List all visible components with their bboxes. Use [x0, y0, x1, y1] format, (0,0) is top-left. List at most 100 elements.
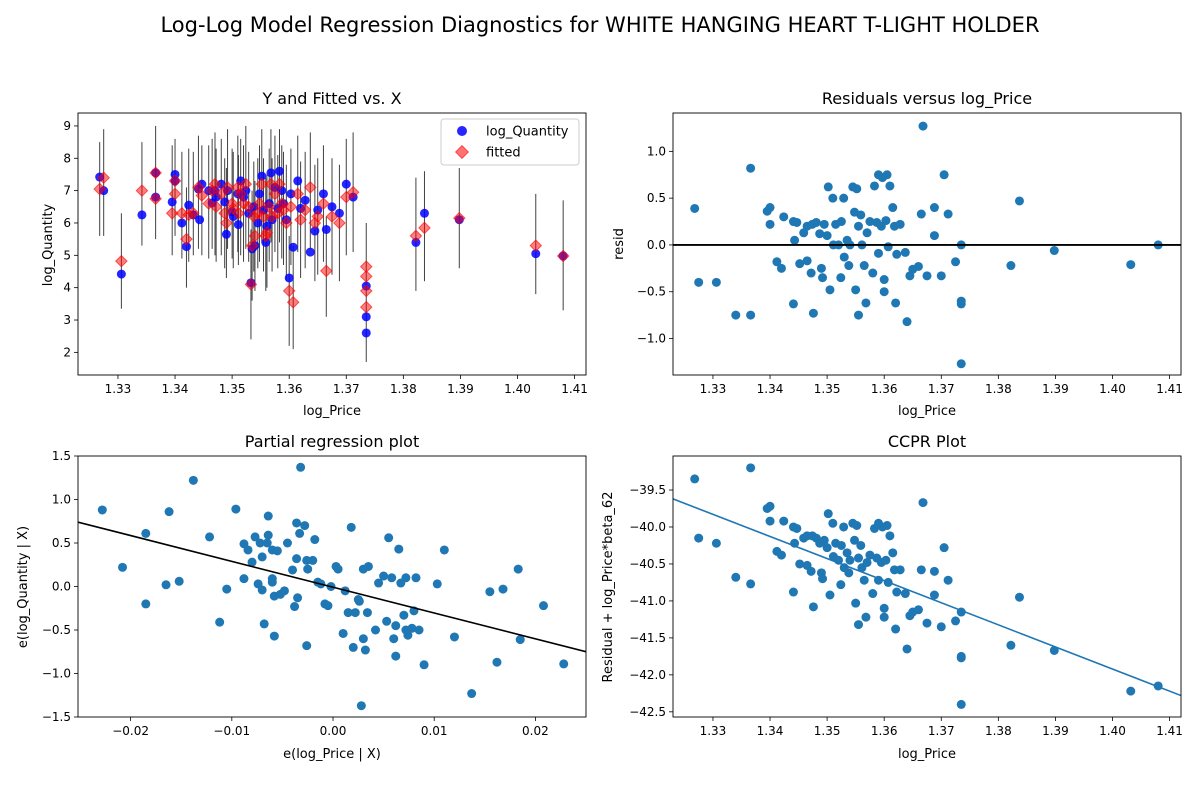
scatter-point [815, 229, 825, 239]
scatter-point [295, 528, 305, 538]
y-tick-label: −1.0 [42, 667, 71, 681]
panel-title: Residuals versus log_Price [822, 89, 1032, 109]
scatter-point [844, 568, 854, 578]
panel-y-and-fitted: Y and Fitted vs. X log_Price log_Quantit… [41, 89, 588, 419]
observed-point [327, 202, 337, 212]
observed-point [184, 200, 194, 210]
scatter-point [882, 521, 892, 531]
scatter-point [362, 608, 372, 618]
x-tick-label: 1.38 [985, 382, 1012, 396]
scatter-point [419, 660, 429, 670]
fitted-point [218, 206, 232, 220]
x-tick-label: 1.36 [276, 382, 303, 396]
x-tick-label: 1.34 [757, 724, 784, 738]
scatter-point [779, 212, 789, 222]
fitted-point [262, 200, 276, 214]
observed-point [262, 221, 272, 231]
scatter-point [818, 574, 828, 584]
scatter-point [358, 634, 368, 644]
fitted-point [255, 177, 269, 191]
observed-point [177, 218, 187, 228]
scatter-point [792, 523, 802, 533]
y-tick-label: −41.0 [629, 594, 666, 608]
fitted-point [97, 171, 111, 185]
fitted-point [232, 206, 245, 220]
scatter-point [788, 299, 798, 309]
scatter-point [513, 564, 523, 574]
scatter-point [97, 505, 107, 515]
scatter-point [231, 504, 241, 514]
x-tick-label: 1.41 [1156, 724, 1183, 738]
scatter-point [300, 521, 310, 531]
observed-point [274, 166, 284, 176]
x-tick-label: 0.00 [320, 724, 347, 738]
scatter-point [900, 589, 910, 599]
y-tick-label: 2 [63, 345, 71, 359]
scatter-point [956, 359, 966, 369]
fitted-point [195, 189, 209, 202]
scatter-point [854, 553, 864, 563]
scatter-point [338, 628, 348, 638]
scatter-point [859, 575, 869, 585]
panel-title: CCPR Plot [888, 432, 966, 451]
scatter-point [806, 566, 816, 576]
legend-marker-fitted [454, 144, 470, 160]
scatter-point [888, 548, 898, 558]
scatter-point [883, 242, 893, 252]
scatter-point [865, 550, 875, 560]
scatter-point [839, 193, 849, 203]
scatter-point [776, 550, 786, 560]
y-tick-label: 1.0 [647, 144, 666, 158]
axes: 1.33 1.34 1.35 1.36 1.37 1.38 1.39 1.40 1.41 2 3 4 5… [63, 119, 588, 396]
y-tick-label: 0.0 [647, 238, 666, 252]
scatter-point [913, 605, 923, 615]
scatter-point [263, 511, 273, 521]
scatter-point [303, 564, 313, 574]
fitted-point [529, 239, 543, 252]
axes-frame [77, 112, 587, 376]
scatter-point [690, 203, 700, 213]
panel-residuals: Residuals versus log_Price log_Price res… [612, 89, 1183, 419]
x-tick-label: 0.01 [421, 724, 448, 738]
axes: −0.02 −0.01 0.00 0.01 0.02 −1.5 −1.0 −0.5 0.0 0.5… [42, 449, 549, 738]
axes: 1.33 1.34 1.35 1.36 1.37 1.38 1.39 1.40 1.41 −42.… [629, 483, 1183, 738]
scatter-point [825, 285, 835, 295]
y-tick-label: −40.0 [629, 520, 666, 534]
scatter-point [891, 624, 901, 634]
x-tick-label: 1.41 [561, 382, 588, 396]
y-tick-label: 0.5 [647, 191, 666, 205]
scatter-point [164, 507, 174, 517]
scatter-point [854, 221, 864, 231]
fitted-point [248, 229, 262, 243]
y-tick-label: 4 [63, 281, 71, 295]
y-tick-label: 0.0 [52, 580, 71, 594]
scatter-point [371, 625, 381, 635]
scatter-point [1006, 640, 1016, 650]
x-axis-label: log_Price [898, 747, 956, 762]
scatter-point [403, 630, 413, 640]
scatter-point [498, 584, 508, 594]
scatter-point [936, 271, 946, 281]
scatter-point [263, 530, 273, 540]
fitted-point [208, 177, 222, 191]
scatter-point [346, 522, 356, 532]
observed-point [318, 189, 328, 199]
fitted-point [239, 177, 253, 191]
x-tick-label: 1.33 [105, 382, 132, 396]
scatter-point [854, 310, 864, 320]
fit-line [673, 498, 1181, 697]
scatter-point [854, 620, 864, 630]
fitted-point [418, 221, 431, 235]
scatter-point [922, 271, 932, 281]
scatter-point [350, 608, 360, 618]
fitted-point [168, 187, 182, 201]
y-tick-label: 3 [63, 313, 71, 327]
x-tick-label: 1.35 [219, 382, 246, 396]
scatter-point [292, 518, 302, 528]
panel-title: Partial regression plot [245, 432, 419, 451]
observed-point [170, 169, 180, 179]
scatter-point [348, 642, 358, 652]
scatter-point [916, 565, 926, 575]
scatter-point [765, 219, 775, 229]
observed-point [255, 189, 265, 199]
